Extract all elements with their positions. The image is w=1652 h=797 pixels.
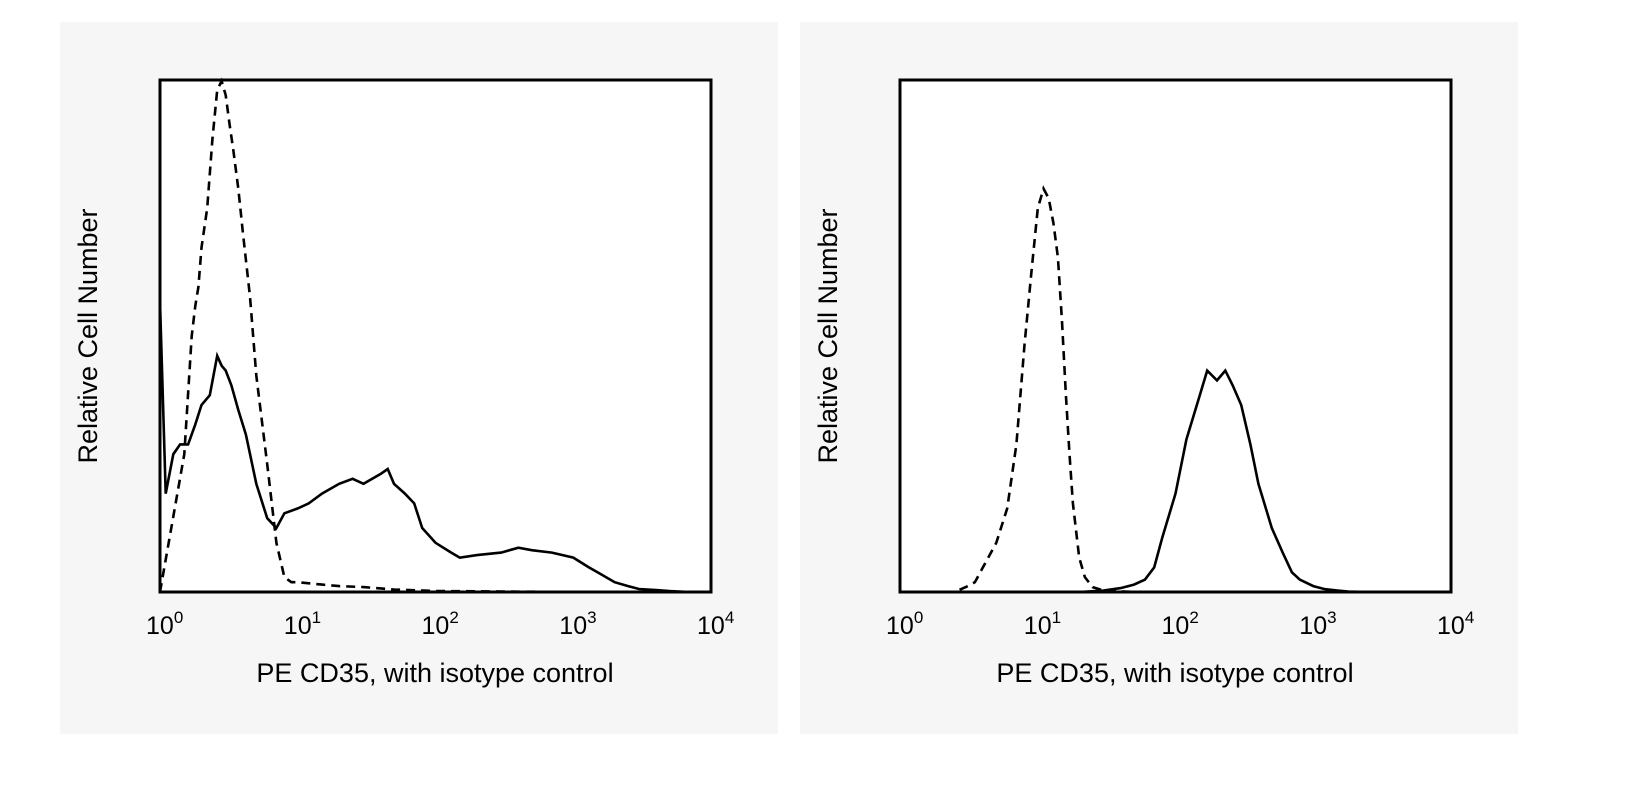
series-layer [158, 77, 711, 594]
x-tick-labels: 100 101 102 103 104 [886, 608, 1474, 640]
isotype-control-histogram [900, 185, 1451, 594]
x-axis-title: PE CD35, with isotype control [256, 658, 613, 688]
x-tick-labels: 100 101 102 103 104 [146, 608, 734, 640]
x-tick-label: 102 [422, 608, 459, 640]
tick-base: 10 [1024, 612, 1052, 640]
tick-exponent: 1 [312, 608, 321, 627]
tick-base: 10 [1437, 612, 1465, 640]
x-tick-label: 104 [1437, 608, 1474, 640]
y-axis-title: Relative Cell Number [813, 208, 843, 463]
x-tick-label: 103 [559, 608, 596, 640]
tick-exponent: 3 [1327, 608, 1336, 627]
tick-base: 10 [146, 612, 174, 640]
y-axis-title: Relative Cell Number [73, 208, 103, 463]
x-tick-label: 103 [1299, 608, 1336, 640]
tick-base: 10 [697, 612, 725, 640]
tick-exponent: 3 [587, 608, 596, 627]
histogram-right: 100 101 102 103 104 PE CD35, with isotype co… [813, 78, 1474, 688]
tick-base: 10 [886, 612, 914, 640]
tick-base: 10 [1162, 612, 1190, 640]
tick-exponent: 2 [449, 608, 458, 627]
x-tick-label: 102 [1162, 608, 1199, 640]
tick-base: 10 [284, 612, 312, 640]
x-tick-label: 100 [146, 608, 183, 640]
x-tick-label: 101 [284, 608, 321, 640]
tick-base: 10 [1299, 612, 1327, 640]
x-axis-title: PE CD35, with isotype control [996, 658, 1353, 688]
x-tick-label: 100 [886, 608, 923, 640]
plot-frame [898, 78, 1453, 594]
series-layer [900, 185, 1451, 594]
tick-exponent: 0 [914, 608, 923, 627]
tick-exponent: 1 [1052, 608, 1061, 627]
tick-exponent: 4 [1465, 608, 1474, 627]
plot-frame [158, 78, 713, 594]
tick-exponent: 0 [174, 608, 183, 627]
tick-base: 10 [559, 612, 587, 640]
tick-exponent: 4 [725, 608, 734, 627]
histogram-left: 100 101 102 103 104 PE CD35, with isotype co… [73, 77, 734, 688]
tick-exponent: 2 [1189, 608, 1198, 627]
tick-base: 10 [422, 612, 450, 640]
pe-cd35-histogram [158, 301, 711, 594]
isotype-control-histogram [158, 77, 711, 594]
pe-cd35-histogram [900, 368, 1451, 594]
x-tick-label: 101 [1024, 608, 1061, 640]
x-tick-label: 104 [697, 608, 734, 640]
